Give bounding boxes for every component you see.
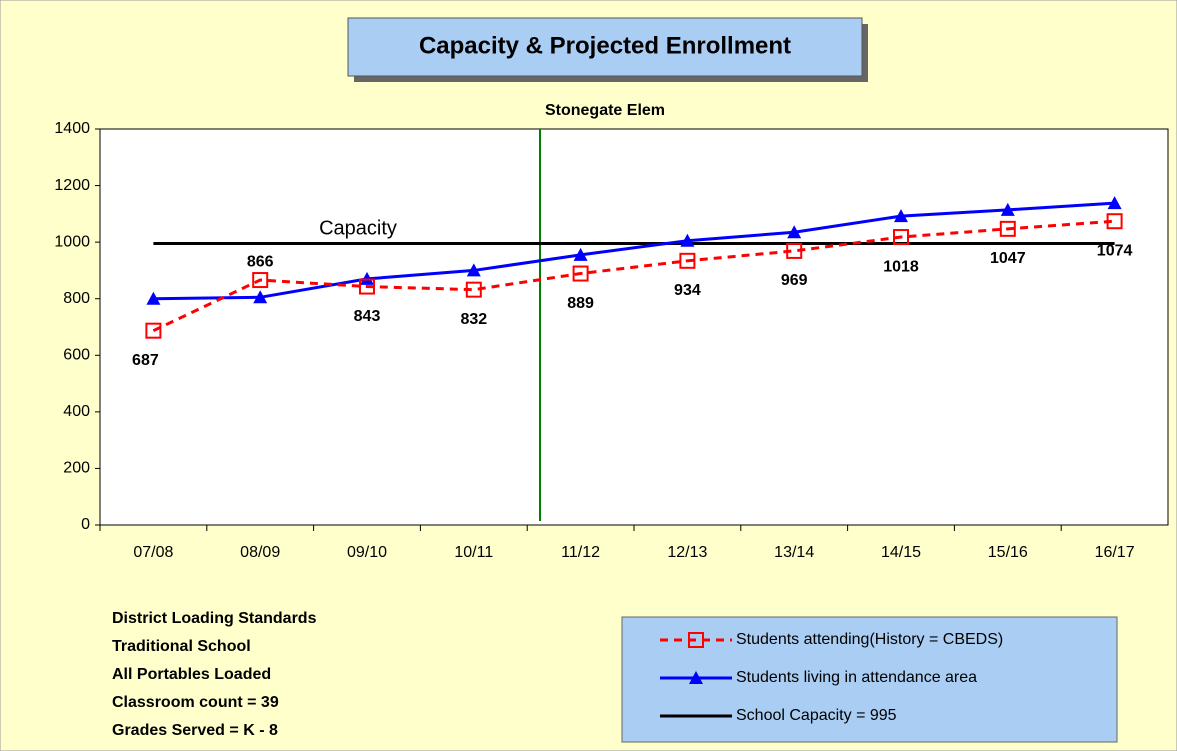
point: [787, 225, 802, 239]
y-tick-label: 800: [63, 290, 90, 307]
legend-label: School Capacity = 995: [736, 707, 897, 724]
y-tick-label: 1200: [54, 177, 90, 194]
point: [252, 272, 269, 289]
x-tick-label: 12/13: [667, 544, 707, 561]
series-line: [152, 219, 1115, 333]
note: Classroom count = 39: [112, 694, 279, 711]
point: [893, 229, 909, 246]
point: [1000, 202, 1015, 216]
x-tick-label: 08/09: [240, 544, 280, 561]
point: [572, 265, 589, 282]
y-tick-label: 600: [63, 347, 90, 364]
point: [360, 271, 374, 285]
point: [786, 242, 803, 259]
note: All Portables Loaded: [112, 666, 271, 683]
data-label: 1047: [990, 250, 1026, 267]
x-tick-label: 09/10: [347, 544, 387, 561]
point: [145, 322, 162, 339]
data-label: 1074: [1097, 242, 1133, 259]
x-tick-label: 11/12: [561, 544, 600, 561]
point: [680, 233, 695, 247]
title-box: [347, 17, 863, 77]
point: [146, 291, 161, 305]
y-tick-label: 1000: [54, 233, 90, 250]
data-label: 1018: [883, 258, 919, 275]
x-tick-label: 10/11: [454, 544, 493, 561]
data-label: 687: [132, 352, 159, 369]
point: [573, 247, 588, 261]
data-label: 866: [247, 253, 274, 270]
chart-subtitle: Stonegate Elem: [545, 102, 665, 119]
x-tick-label: 15/16: [988, 544, 1028, 561]
x-tick-label: 16/17: [1095, 544, 1135, 561]
point: [999, 220, 1016, 237]
point: [1107, 196, 1122, 210]
data-label: 843: [354, 308, 381, 325]
point: [679, 252, 696, 269]
legend-label: Students attending(History = CBEDS): [736, 631, 1003, 648]
y-tick-label: 1400: [54, 120, 90, 137]
x-tick-label: 07/08: [133, 544, 173, 561]
point: [359, 278, 375, 295]
chart-title: Capacity & Projected Enrollment: [419, 32, 791, 59]
point: [465, 281, 482, 298]
point: [253, 290, 268, 304]
point: [894, 209, 908, 223]
data-label: 934: [674, 282, 701, 299]
x-tick-label: 13/14: [774, 544, 814, 561]
point: [688, 632, 704, 648]
note: Traditional School: [112, 638, 251, 655]
data-label: 969: [781, 272, 808, 289]
point: [466, 263, 481, 277]
point: [689, 671, 703, 684]
series-line: [153, 201, 1115, 301]
note: District Loading Standards: [112, 610, 317, 627]
note: Grades Served = K - 8: [112, 722, 278, 739]
plot-area: [99, 128, 1169, 526]
x-tick-label: 14/15: [881, 544, 921, 561]
y-tick-label: 0: [81, 516, 90, 533]
legend-label: Students living in attendance area: [736, 669, 977, 686]
annotation: Capacity: [319, 217, 397, 239]
data-label: 889: [567, 295, 594, 312]
y-tick-label: 400: [63, 403, 90, 420]
y-tick-label: 200: [63, 460, 90, 477]
point: [1106, 213, 1123, 230]
data-label: 832: [460, 311, 487, 328]
